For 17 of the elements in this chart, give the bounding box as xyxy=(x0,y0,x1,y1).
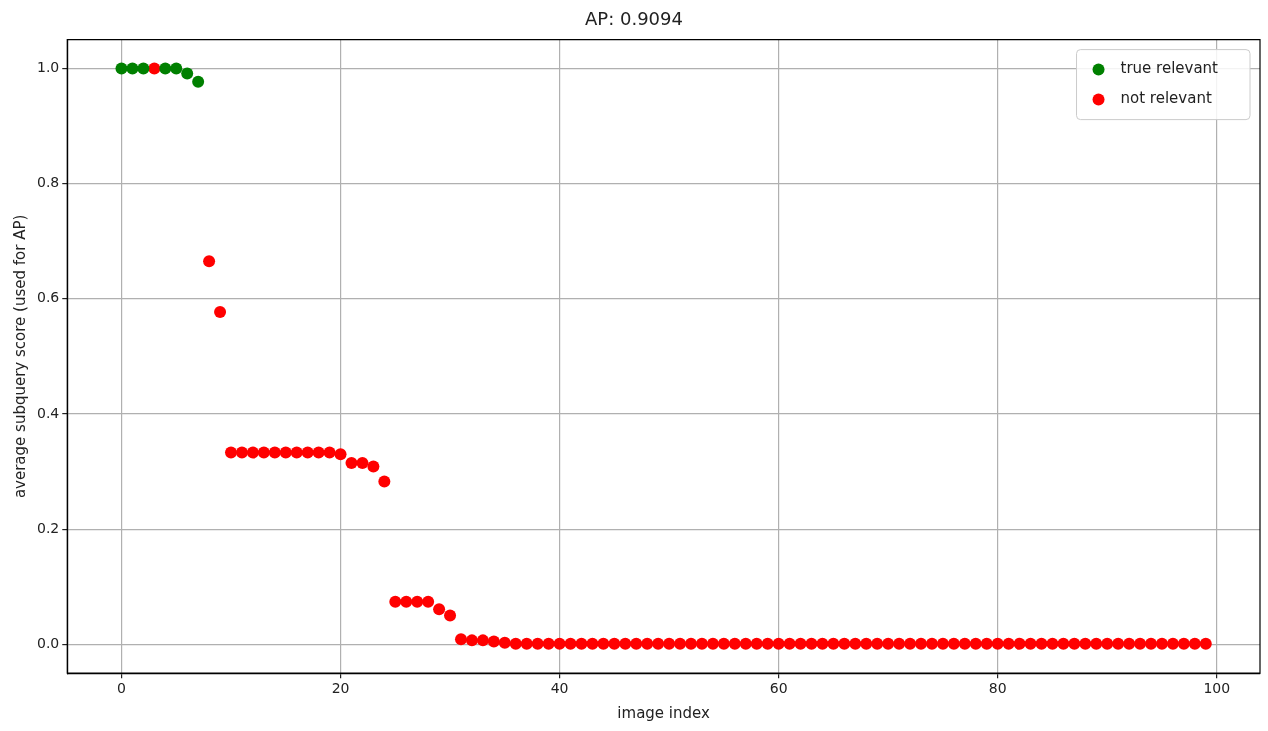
x-axis-title: image index xyxy=(617,703,711,722)
chart-title: AP: 0.9094 xyxy=(585,8,683,30)
y-axis-title: average subquery score (used for AP) xyxy=(10,214,29,499)
x-tick-label: 20 xyxy=(331,680,350,697)
y-tick-label: 0.4 xyxy=(37,404,60,421)
x-tick-label: 60 xyxy=(769,680,788,697)
x-tick-label: 80 xyxy=(988,680,1007,697)
x-tick-label: 40 xyxy=(550,680,569,697)
legend-label: true relevant xyxy=(1120,59,1219,78)
y-tick-label: 0.2 xyxy=(37,519,60,536)
x-tick-label: 0 xyxy=(117,680,126,697)
x-tick-label: 100 xyxy=(1203,680,1231,697)
legend-label: not relevant xyxy=(1120,89,1212,108)
y-tick-label: 0.0 xyxy=(37,635,60,652)
y-tick-label: 1.0 xyxy=(37,59,60,76)
y-tick-label: 0.8 xyxy=(37,174,60,191)
y-tick-label: 0.6 xyxy=(37,289,60,306)
